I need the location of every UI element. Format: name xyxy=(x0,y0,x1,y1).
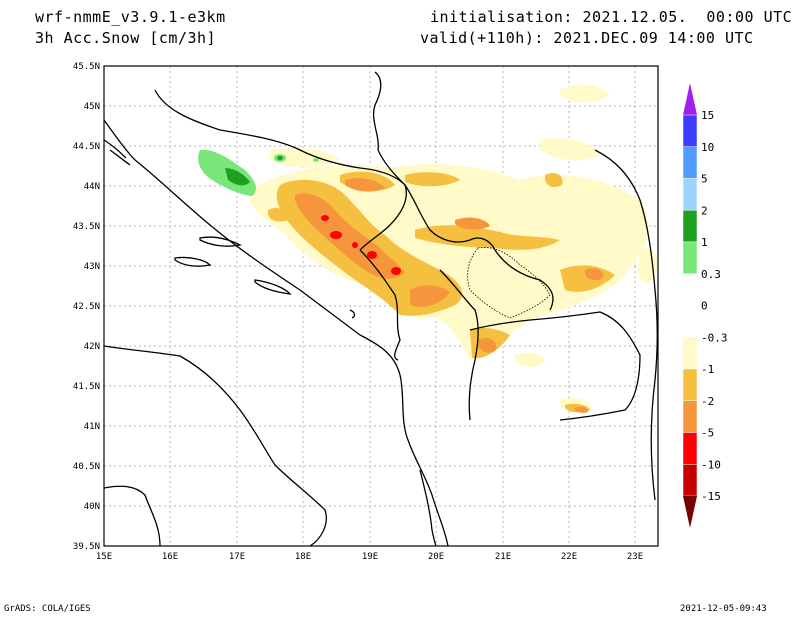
map-panel xyxy=(103,65,659,547)
colorbar-box xyxy=(682,273,698,306)
colorbar-box xyxy=(682,178,698,211)
colorbar-box xyxy=(682,432,698,465)
colorbar-top-triangle xyxy=(683,83,697,115)
variable-name: 3h Acc.Snow [cm/3h] xyxy=(35,29,217,47)
colorbar-label: 2 xyxy=(701,204,708,217)
valid-time: valid(+110h): 2021.DEC.09 14:00 UTC xyxy=(420,29,754,47)
colorbar-label: 1 xyxy=(701,236,708,249)
lon-tick: 22E xyxy=(561,552,577,562)
colorbar-bottom-triangle xyxy=(683,496,697,528)
colorbar-box xyxy=(682,305,698,338)
colorbar-label: -0.3 xyxy=(701,331,728,344)
coastlines-borders xyxy=(103,71,658,547)
colorbar-box xyxy=(682,210,698,243)
lat-tick: 40N xyxy=(84,502,100,512)
lat-tick: 44.5N xyxy=(73,142,100,152)
colorbar-box xyxy=(682,146,698,179)
lon-tick: 21E xyxy=(495,552,511,562)
lon-tick: 19E xyxy=(362,552,378,562)
lat-tick: 45.5N xyxy=(73,62,100,72)
lon-tick: 23E xyxy=(627,552,643,562)
colorbar-label: 5 xyxy=(701,173,708,186)
footer-credit: GrADS: COLA/IGES xyxy=(4,604,91,614)
lon-tick: 17E xyxy=(229,552,245,562)
lon-axis: 15E 16E 17E 18E 19E 20E 21E 22E 23E xyxy=(96,552,643,562)
colorbar-label: 10 xyxy=(701,141,714,154)
footer-timestamp: 2021-12-05-09:43 xyxy=(680,604,767,614)
lat-tick: 45N xyxy=(84,102,100,112)
colorbar-label: -10 xyxy=(701,458,721,471)
map-frame xyxy=(103,65,659,547)
colorbar-label: -2 xyxy=(701,395,714,408)
lat-tick: 41N xyxy=(84,422,100,432)
lat-tick: 43.5N xyxy=(73,222,100,232)
colorbar-box xyxy=(682,464,698,497)
lon-tick: 18E xyxy=(295,552,311,562)
colorbar-box xyxy=(682,400,698,433)
colorbar-label: -15 xyxy=(701,490,721,503)
lat-axis: 39.5N 40N 40.5N 41N 41.5N 42N 42.5N 43N … xyxy=(73,62,100,552)
lat-tick: 40.5N xyxy=(73,462,100,472)
kosovo-border xyxy=(467,247,551,319)
lat-tick: 42N xyxy=(84,342,100,352)
lon-tick: 16E xyxy=(162,552,178,562)
colorbar-label: 15 xyxy=(701,109,714,122)
lat-tick: 41.5N xyxy=(73,382,100,392)
lon-tick: 15E xyxy=(96,552,112,562)
colorbar-box xyxy=(682,368,698,401)
lat-tick: 44N xyxy=(84,182,100,192)
colorbar-label: -1 xyxy=(701,363,714,376)
colorbar-box xyxy=(682,241,698,274)
lon-tick: 20E xyxy=(428,552,444,562)
colorbar-label: -5 xyxy=(701,427,714,440)
colorbar: 15 10 5 2 1 0.3 0 -0.3 -1 -2 -5 -10 -15 xyxy=(682,83,728,528)
lat-tick: 39.5N xyxy=(73,542,100,552)
colorbar-box xyxy=(682,114,698,147)
lat-tick: 42.5N xyxy=(73,302,100,312)
colorbar-box xyxy=(682,337,698,370)
colorbar-label: 0 xyxy=(701,300,708,313)
model-name: wrf-nmmE_v3.9.1-e3km xyxy=(35,8,226,26)
lat-tick: 43N xyxy=(84,262,100,272)
colorbar-label: 0.3 xyxy=(701,268,721,281)
snow-field xyxy=(198,84,658,413)
init-time: initialisation: 2021.12.05. 00:00 UTC xyxy=(430,8,793,26)
